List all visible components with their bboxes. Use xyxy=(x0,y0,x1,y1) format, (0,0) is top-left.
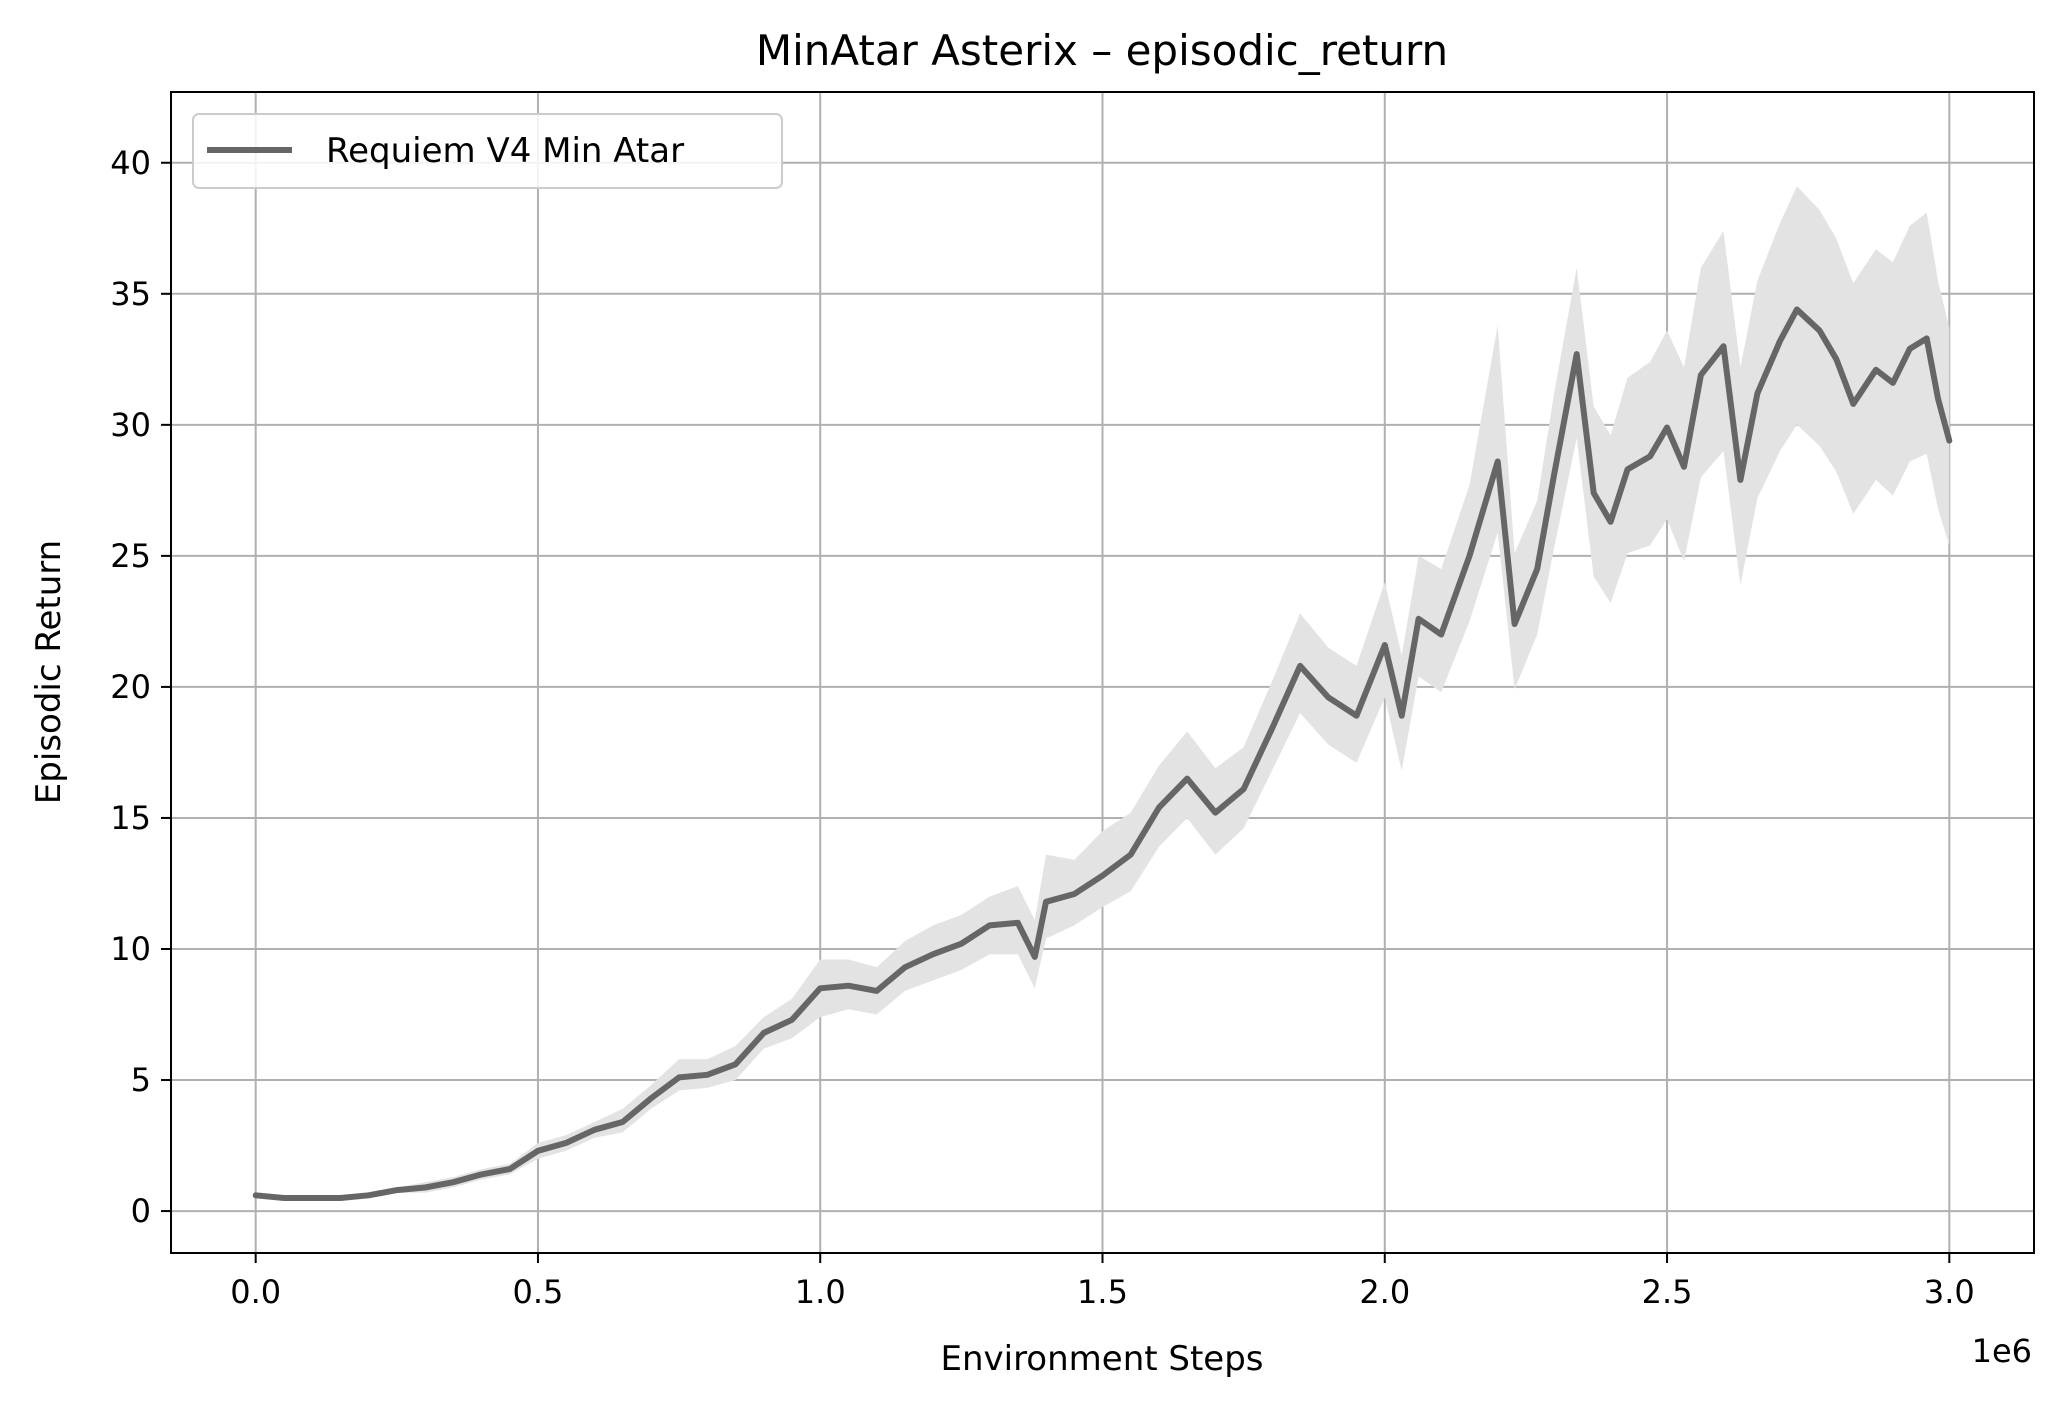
x-tick-label: 1.0 xyxy=(795,1273,846,1311)
x-tick-label: 0.5 xyxy=(513,1273,564,1311)
y-tick-label: 0 xyxy=(131,1192,151,1230)
x-tick-label: 3.0 xyxy=(1924,1273,1975,1311)
series-line-layer xyxy=(252,306,1953,1201)
y-tick-label: 15 xyxy=(110,799,151,837)
y-tick-label: 25 xyxy=(110,537,151,575)
y-tick-label: 20 xyxy=(110,668,151,706)
legend-box xyxy=(192,113,783,189)
grid xyxy=(171,92,2034,1253)
x-axis-offset-label: 1e6 xyxy=(1972,1332,2032,1370)
confidence-band-layer xyxy=(255,186,1950,1201)
chart-title: MinAtar Asterix – episodic_return xyxy=(756,26,1448,75)
y-tick-label: 30 xyxy=(110,406,151,444)
series-band xyxy=(255,186,1950,1201)
y-tick-label: 5 xyxy=(131,1061,151,1099)
x-tick-label: 1.5 xyxy=(1077,1273,1128,1311)
y-axis-label: Episodic Return xyxy=(29,540,69,804)
legend: Requiem V4 Min Atar xyxy=(192,113,783,189)
y-tick-label: 40 xyxy=(110,144,151,182)
x-axis-label: Environment Steps xyxy=(940,1339,1263,1379)
x-tick-label: 2.0 xyxy=(1359,1273,1410,1311)
axis-ticks: 0.0 0.5 1.0 1.5 2.0 2.5 3.0 0 5 10 15 20 25 30 35 40 xyxy=(110,144,1974,1311)
legend-label: Requiem V4 Min Atar xyxy=(326,131,684,171)
x-tick-label: 0.0 xyxy=(230,1273,281,1311)
y-tick-label: 10 xyxy=(110,930,151,968)
y-tick-label: 35 xyxy=(110,275,151,313)
x-tick-label: 2.5 xyxy=(1642,1273,1693,1311)
series-line xyxy=(252,306,1953,1201)
